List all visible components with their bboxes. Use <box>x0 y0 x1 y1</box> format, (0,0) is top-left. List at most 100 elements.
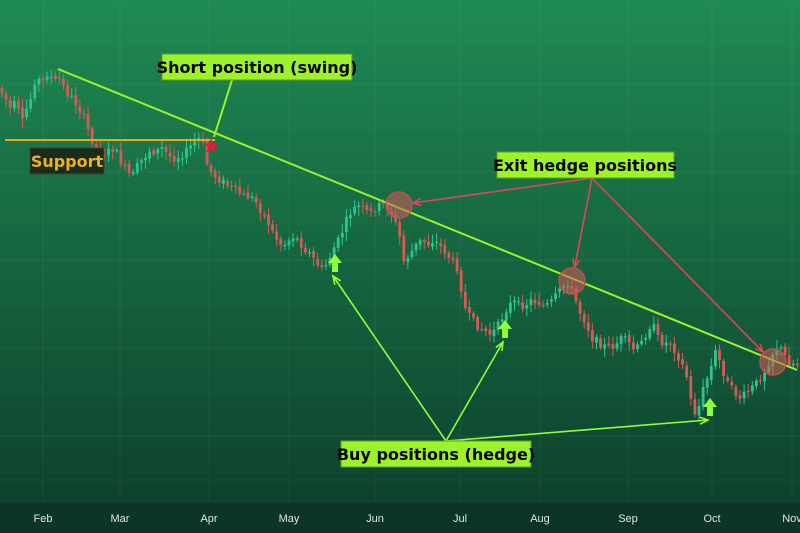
candle-body <box>275 231 279 240</box>
exit-hedge-arrowhead <box>410 197 422 207</box>
candle-body <box>595 337 598 343</box>
candle-body <box>648 329 652 339</box>
candle-body <box>681 359 684 365</box>
candle-body <box>476 317 479 330</box>
candle-body <box>230 185 233 187</box>
exit-hedge-label-box <box>496 151 675 179</box>
candle-body <box>504 312 508 321</box>
candle-body <box>451 257 455 260</box>
candle-body <box>492 329 496 336</box>
candle-body <box>558 288 561 293</box>
candle-body <box>779 347 783 349</box>
candle-body <box>656 323 660 336</box>
buy-pointer-line <box>445 341 504 442</box>
buy-pointer-line <box>332 275 447 442</box>
candle-body <box>734 386 738 397</box>
candle-body <box>463 291 467 309</box>
buy-arrow-marker <box>328 254 342 272</box>
candle-body <box>205 141 209 165</box>
candle-body <box>410 250 414 258</box>
support-label: Support <box>31 152 104 171</box>
candle-body <box>750 385 754 392</box>
candle-body <box>49 76 53 78</box>
exit-hedge-arrow-line <box>412 177 593 204</box>
candle-body <box>152 150 156 155</box>
candle-body <box>254 197 258 203</box>
candle-body <box>304 247 307 253</box>
candle-body <box>66 84 69 97</box>
candle-body <box>668 343 672 345</box>
candle-body <box>41 78 45 81</box>
candle-body <box>345 217 348 232</box>
buy-pointer-arrowhead <box>495 340 505 352</box>
candle-body <box>455 258 459 272</box>
short-entry-marker <box>203 138 219 153</box>
x-tick-label: Jul <box>453 513 467 525</box>
candle-body <box>627 335 631 343</box>
candle-body <box>246 192 250 198</box>
candle-body <box>226 180 229 186</box>
buy-positions-label-box <box>340 440 532 468</box>
candle-body <box>176 158 180 162</box>
candle-body <box>4 93 8 100</box>
candle-body <box>58 77 61 79</box>
candle-body <box>140 160 143 163</box>
exit-hedge-arrow-line <box>573 177 593 268</box>
candle-body <box>25 108 28 118</box>
candle-body <box>582 314 586 323</box>
candle-body <box>730 381 734 386</box>
candle-body <box>660 334 664 346</box>
candles <box>0 69 799 421</box>
buy-arrow-marker <box>703 398 717 416</box>
candle-body <box>267 214 270 225</box>
candle-body <box>394 215 397 222</box>
candle-body <box>148 151 151 159</box>
candle-body <box>131 172 135 174</box>
candle-body <box>443 245 447 254</box>
candle-body <box>541 305 545 307</box>
candle-body <box>258 203 262 213</box>
candle-body <box>62 78 65 85</box>
exit-hedge-label: Exit hedge positions <box>493 156 677 175</box>
short-entry-star <box>203 138 219 153</box>
candle-body <box>156 149 160 154</box>
candle-body <box>222 179 225 184</box>
candle-body <box>94 143 98 149</box>
candle-body <box>693 399 697 415</box>
exit-hedge-circle <box>759 348 787 376</box>
candle-body <box>377 202 381 212</box>
candle-body <box>488 329 492 335</box>
candle-body <box>115 150 119 152</box>
candle-body <box>664 342 668 346</box>
candle-body <box>33 84 37 98</box>
short-position-label: Short position (swing) <box>157 58 358 77</box>
candle-body <box>74 95 78 106</box>
candle-body <box>521 302 525 309</box>
candle-body <box>459 270 463 292</box>
x-tick-label: Oct <box>703 513 720 525</box>
candle-body <box>697 406 701 416</box>
candle-body <box>29 98 33 109</box>
candle-body <box>480 328 484 331</box>
candle-body <box>755 380 758 386</box>
candle-body <box>439 242 443 247</box>
candle-body <box>283 244 287 247</box>
candle-body <box>550 299 553 302</box>
candle-body <box>796 363 799 366</box>
candle-body <box>652 323 656 331</box>
x-axis-band <box>0 503 800 533</box>
exit-hedge-arrowhead <box>754 343 765 354</box>
candle-body <box>496 321 500 331</box>
candle-body <box>398 222 402 237</box>
candle-body <box>53 75 57 79</box>
candle-body <box>353 206 356 214</box>
x-tick-label: Jun <box>366 513 384 525</box>
candle-body <box>533 300 537 304</box>
candle-body <box>759 379 762 382</box>
candle-body <box>119 150 123 165</box>
candle-body <box>763 372 766 382</box>
candle-body <box>12 100 16 109</box>
candle-body <box>422 240 426 242</box>
candle-body <box>787 355 791 366</box>
candle-body <box>324 264 328 267</box>
